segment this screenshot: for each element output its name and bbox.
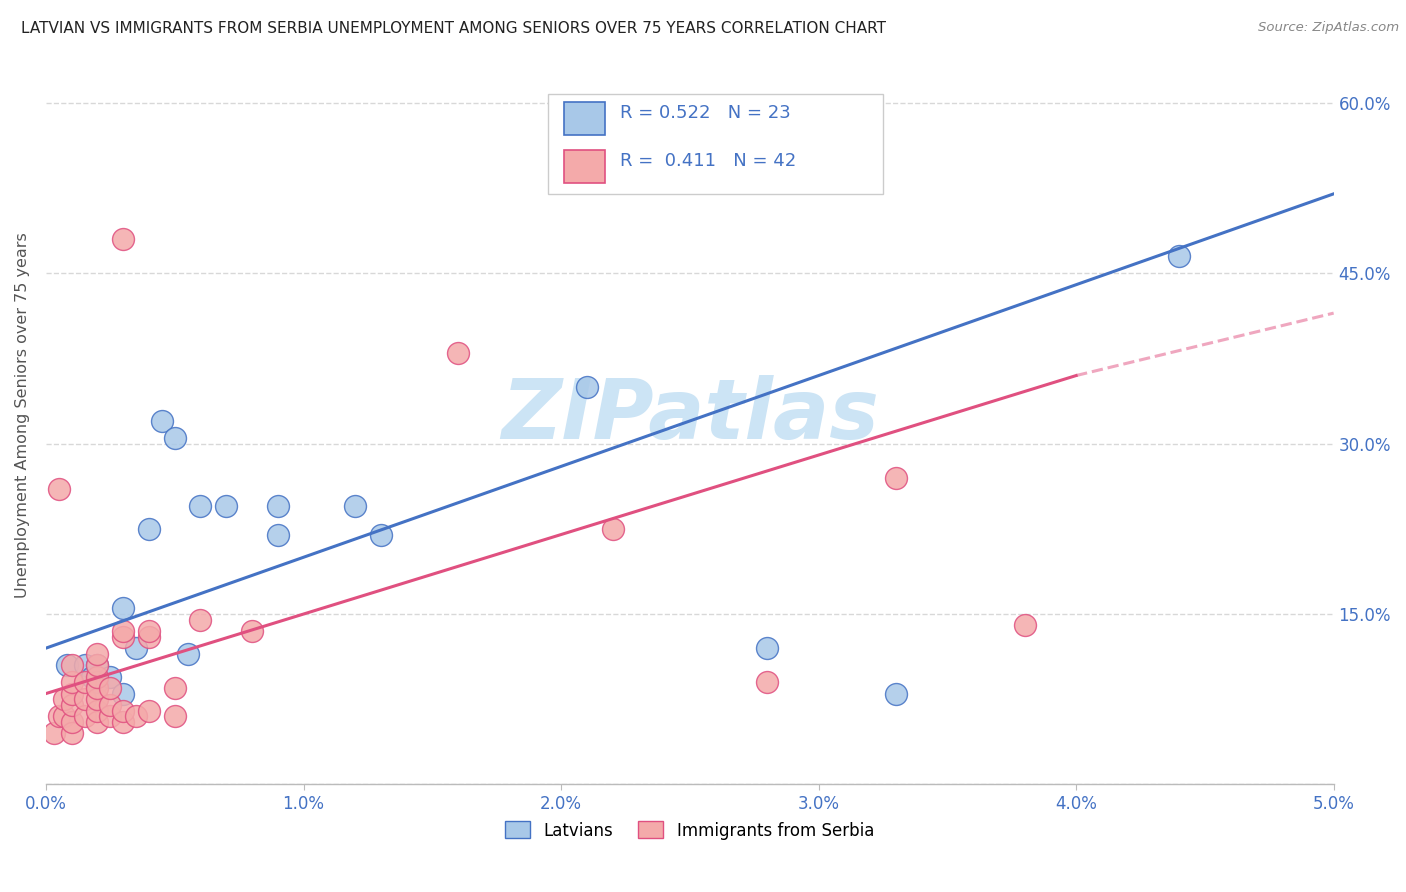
- Point: [112, 624, 135, 638]
- Point: [86, 714, 108, 729]
- Point: [125, 641, 148, 656]
- Point: [98, 681, 121, 695]
- Point: [884, 687, 907, 701]
- Point: [53, 692, 76, 706]
- Point: [86, 704, 108, 718]
- Point: [60, 675, 83, 690]
- Bar: [564, 150, 605, 183]
- Point: [176, 647, 198, 661]
- Text: LATVIAN VS IMMIGRANTS FROM SERBIA UNEMPLOYMENT AMONG SENIORS OVER 75 YEARS CORRE: LATVIAN VS IMMIGRANTS FROM SERBIA UNEMPL…: [21, 21, 886, 36]
- Point: [48, 482, 70, 496]
- Point: [73, 675, 96, 690]
- Point: [86, 669, 108, 683]
- Point: [112, 714, 135, 729]
- Point: [48, 709, 70, 723]
- Point: [73, 692, 96, 706]
- Point: [55, 658, 77, 673]
- Point: [138, 630, 160, 644]
- Point: [190, 499, 212, 513]
- Point: [73, 658, 96, 673]
- Point: [112, 630, 135, 644]
- Text: Source: ZipAtlas.com: Source: ZipAtlas.com: [1258, 21, 1399, 34]
- Point: [60, 687, 83, 701]
- Point: [98, 669, 121, 683]
- Bar: [564, 102, 605, 135]
- Point: [125, 709, 148, 723]
- Point: [53, 709, 76, 723]
- Point: [138, 704, 160, 718]
- Point: [267, 499, 290, 513]
- Point: [343, 499, 366, 513]
- Point: [602, 522, 624, 536]
- Text: R =  0.411   N = 42: R = 0.411 N = 42: [620, 152, 797, 169]
- Point: [163, 681, 186, 695]
- Point: [60, 698, 83, 712]
- Point: [190, 613, 212, 627]
- Point: [86, 658, 108, 673]
- Point: [42, 726, 65, 740]
- Point: [215, 499, 238, 513]
- Point: [756, 675, 779, 690]
- Point: [370, 527, 392, 541]
- Point: [756, 641, 779, 656]
- Point: [447, 346, 470, 360]
- Point: [86, 692, 108, 706]
- Y-axis label: Unemployment Among Seniors over 75 years: Unemployment Among Seniors over 75 years: [15, 233, 30, 599]
- Point: [240, 624, 263, 638]
- Point: [112, 232, 135, 246]
- Point: [884, 471, 907, 485]
- Point: [138, 522, 160, 536]
- Point: [267, 527, 290, 541]
- Point: [86, 647, 108, 661]
- Point: [98, 698, 121, 712]
- Text: ZIPatlas: ZIPatlas: [501, 375, 879, 456]
- Point: [112, 687, 135, 701]
- Point: [86, 681, 108, 695]
- Point: [112, 601, 135, 615]
- Point: [86, 658, 108, 673]
- Point: [163, 709, 186, 723]
- Point: [163, 431, 186, 445]
- Point: [82, 669, 104, 683]
- Point: [1014, 618, 1036, 632]
- Point: [1168, 249, 1191, 263]
- FancyBboxPatch shape: [548, 95, 883, 194]
- Point: [98, 709, 121, 723]
- Point: [73, 709, 96, 723]
- Text: R = 0.522   N = 23: R = 0.522 N = 23: [620, 103, 792, 121]
- Point: [112, 704, 135, 718]
- Point: [138, 624, 160, 638]
- Legend: Latvians, Immigrants from Serbia: Latvians, Immigrants from Serbia: [499, 814, 882, 847]
- Point: [60, 714, 83, 729]
- Point: [60, 658, 83, 673]
- Point: [86, 675, 108, 690]
- Point: [150, 414, 173, 428]
- Point: [60, 726, 83, 740]
- Point: [575, 380, 598, 394]
